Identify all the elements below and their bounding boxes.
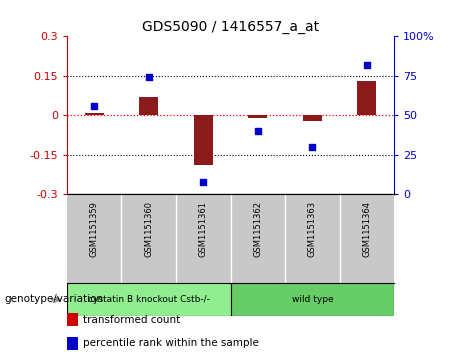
Text: GSM1151362: GSM1151362	[253, 201, 262, 257]
Text: GSM1151363: GSM1151363	[308, 201, 317, 257]
Text: GSM1151364: GSM1151364	[362, 201, 372, 257]
Point	[308, 144, 316, 150]
Text: GSM1151360: GSM1151360	[144, 201, 153, 257]
Bar	[139, 97, 158, 115]
Text: wild type: wild type	[291, 295, 333, 304]
Bar	[230, 283, 394, 316]
Bar	[194, 115, 213, 165]
Point	[200, 179, 207, 184]
Bar	[303, 115, 322, 121]
Point	[254, 128, 261, 134]
Point	[145, 74, 152, 80]
Text: GSM1151359: GSM1151359	[89, 201, 99, 257]
Text: GSM1151361: GSM1151361	[199, 201, 208, 257]
Text: cystatin B knockout Cstb-/-: cystatin B knockout Cstb-/-	[88, 295, 210, 304]
Bar	[248, 115, 267, 118]
Bar	[67, 283, 230, 316]
Bar	[357, 81, 377, 115]
Text: genotype/variation: genotype/variation	[5, 294, 104, 305]
Text: percentile rank within the sample: percentile rank within the sample	[83, 338, 259, 348]
Title: GDS5090 / 1416557_a_at: GDS5090 / 1416557_a_at	[142, 20, 319, 34]
Text: transformed count: transformed count	[83, 315, 180, 325]
Point	[363, 62, 371, 68]
Bar	[84, 113, 104, 115]
Point	[90, 103, 98, 109]
